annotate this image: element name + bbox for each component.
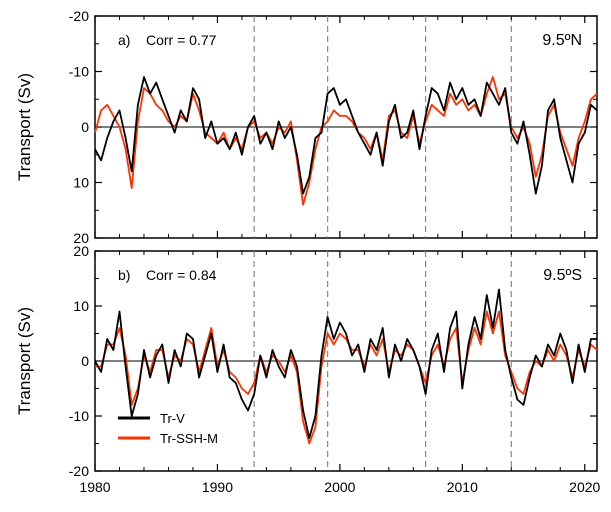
corr-text: Corr = 0.84 bbox=[146, 267, 217, 283]
y-tick-label: 0 bbox=[81, 353, 89, 369]
corr-text: Corr = 0.77 bbox=[146, 32, 217, 48]
x-tick-label: 2020 bbox=[569, 479, 600, 495]
panel-label: b) bbox=[118, 267, 130, 283]
y-axis-label: Transport (Sv) bbox=[15, 73, 34, 181]
latitude-label: 9.5ºN bbox=[542, 32, 582, 49]
series-line-tr-v bbox=[94, 76, 598, 195]
y-tick-label: 10 bbox=[73, 175, 89, 191]
y-tick-label: -20 bbox=[69, 463, 89, 479]
y-tick-label: -20 bbox=[69, 8, 89, 24]
series-line-tr-ssh-m bbox=[94, 76, 598, 206]
x-tick-label: 1980 bbox=[79, 479, 110, 495]
latitude-label: 9.5ºS bbox=[543, 267, 582, 284]
y-tick-label: 0 bbox=[81, 119, 89, 135]
y-tick-label: -10 bbox=[69, 408, 89, 424]
series-line-tr-v bbox=[94, 288, 597, 439]
x-tick-label: 2000 bbox=[324, 479, 355, 495]
x-tick-label: 1990 bbox=[202, 479, 233, 495]
y-tick-label: -10 bbox=[69, 64, 89, 80]
x-tick-label: 2010 bbox=[447, 479, 478, 495]
y-tick-label: 20 bbox=[73, 243, 89, 259]
legend-label: Tr-V bbox=[160, 411, 185, 426]
y-tick-label: 20 bbox=[73, 230, 89, 246]
y-tick-label: 10 bbox=[73, 298, 89, 314]
panel-label: a) bbox=[118, 32, 130, 48]
legend-label: Tr-SSH-M bbox=[160, 431, 218, 446]
panel-a-9.5n: -20 -10 0 10 20 Transport (Sv) a) Corr = 0.77 9.… bbox=[15, 8, 598, 246]
y-axis-label: Transport (Sv) bbox=[15, 307, 34, 415]
